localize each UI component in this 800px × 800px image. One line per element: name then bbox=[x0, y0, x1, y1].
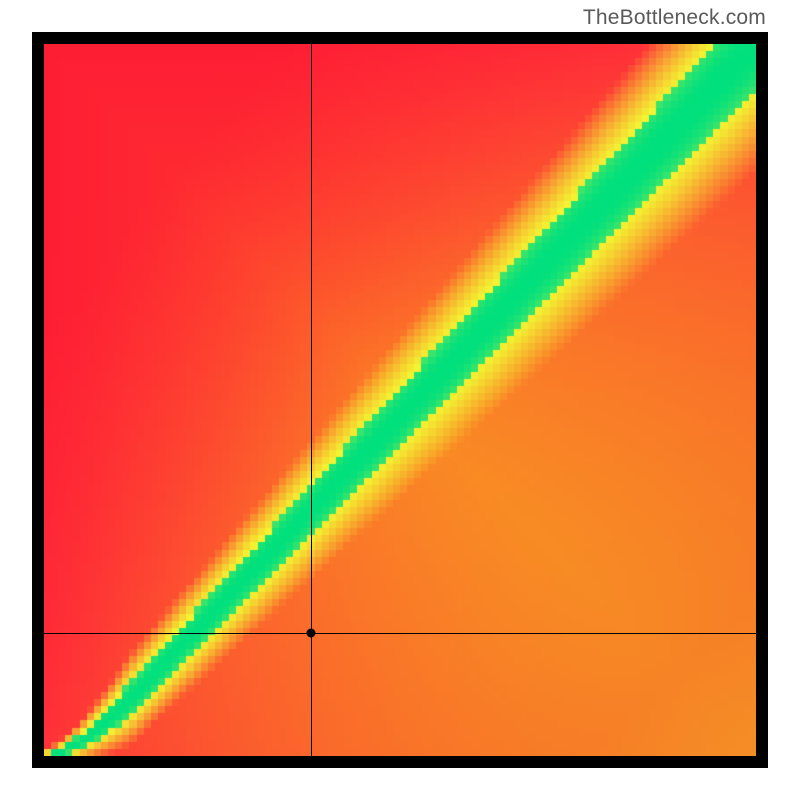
crosshair-vertical bbox=[311, 44, 312, 756]
heatmap-plot-area bbox=[44, 44, 756, 756]
heatmap-canvas bbox=[44, 44, 756, 756]
crosshair-marker-dot bbox=[307, 628, 316, 637]
heatmap-chart-frame bbox=[32, 32, 768, 768]
watermark-text: TheBottleneck.com bbox=[583, 6, 766, 30]
crosshair-horizontal bbox=[44, 633, 756, 634]
